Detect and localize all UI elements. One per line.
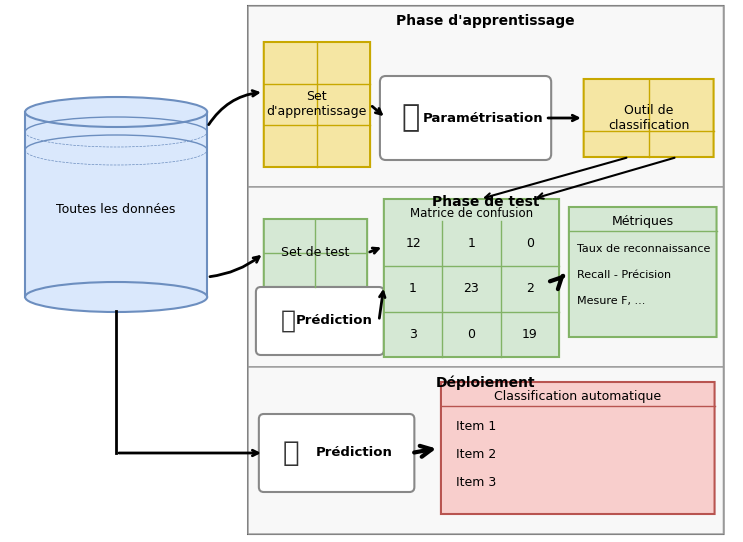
Text: ⬛: ⬛ bbox=[281, 309, 296, 333]
Text: 0: 0 bbox=[526, 237, 534, 250]
Text: Prédiction: Prédiction bbox=[316, 447, 393, 460]
Text: Toutes les données: Toutes les données bbox=[56, 203, 176, 216]
Ellipse shape bbox=[25, 97, 207, 127]
Text: Set de test: Set de test bbox=[282, 247, 350, 260]
Text: 1: 1 bbox=[409, 282, 417, 295]
FancyBboxPatch shape bbox=[569, 207, 716, 337]
Text: Prédiction: Prédiction bbox=[296, 314, 373, 327]
Text: ⬛: ⬛ bbox=[283, 439, 299, 467]
FancyBboxPatch shape bbox=[248, 187, 724, 367]
FancyBboxPatch shape bbox=[264, 42, 370, 167]
Text: Set
d'apprentissage: Set d'apprentissage bbox=[267, 91, 367, 119]
Text: 2: 2 bbox=[526, 282, 533, 295]
Text: Mesure F, ...: Mesure F, ... bbox=[577, 296, 645, 306]
Text: Paramétrisation: Paramétrisation bbox=[423, 112, 544, 125]
Text: 3: 3 bbox=[409, 328, 417, 341]
FancyBboxPatch shape bbox=[584, 79, 713, 157]
FancyBboxPatch shape bbox=[384, 199, 559, 357]
Text: 0: 0 bbox=[467, 328, 476, 341]
FancyBboxPatch shape bbox=[248, 367, 724, 534]
Text: 19: 19 bbox=[522, 328, 538, 341]
Polygon shape bbox=[25, 112, 207, 297]
Text: Déploiement: Déploiement bbox=[436, 375, 536, 390]
Text: Item 1: Item 1 bbox=[455, 420, 496, 433]
Ellipse shape bbox=[25, 282, 207, 312]
Text: Item 3: Item 3 bbox=[455, 475, 496, 488]
Text: Classification automatique: Classification automatique bbox=[494, 390, 661, 403]
Text: Matrice de confusion: Matrice de confusion bbox=[410, 207, 533, 220]
FancyBboxPatch shape bbox=[380, 76, 551, 160]
Text: 12: 12 bbox=[405, 237, 421, 250]
FancyBboxPatch shape bbox=[256, 287, 384, 355]
Text: Métriques: Métriques bbox=[611, 215, 674, 228]
FancyBboxPatch shape bbox=[248, 6, 724, 187]
Text: Item 2: Item 2 bbox=[455, 448, 496, 461]
Text: Taux de reconnaissance: Taux de reconnaissance bbox=[577, 244, 710, 254]
FancyBboxPatch shape bbox=[248, 6, 724, 534]
Text: Phase de test: Phase de test bbox=[432, 195, 539, 209]
Text: Outil de
classification: Outil de classification bbox=[608, 104, 690, 132]
FancyBboxPatch shape bbox=[441, 382, 715, 514]
Text: ⬛: ⬛ bbox=[401, 104, 420, 132]
FancyBboxPatch shape bbox=[264, 219, 367, 287]
Text: Recall - Précision: Recall - Précision bbox=[577, 270, 671, 280]
Text: 23: 23 bbox=[464, 282, 479, 295]
Text: 1: 1 bbox=[467, 237, 476, 250]
Text: Phase d'apprentissage: Phase d'apprentissage bbox=[397, 14, 575, 28]
FancyBboxPatch shape bbox=[259, 414, 415, 492]
